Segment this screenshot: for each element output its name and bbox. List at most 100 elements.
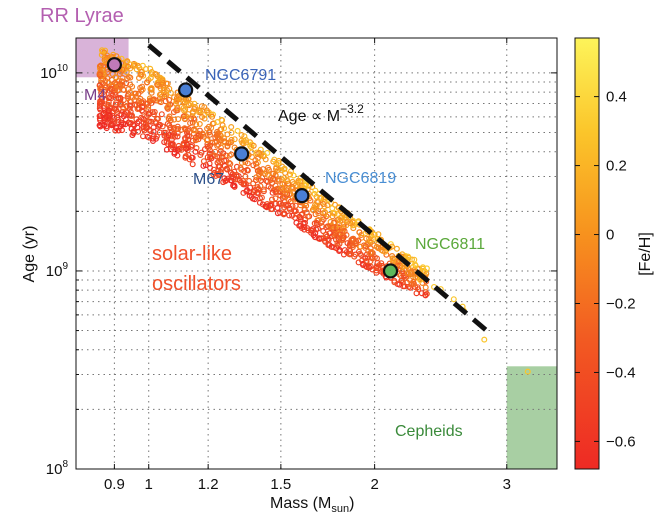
scatter-point-936 — [191, 103, 198, 110]
scatter-point-857 — [329, 205, 336, 212]
scatter-point-1375 — [221, 175, 228, 182]
scatter-point-1274 — [184, 141, 191, 148]
scatter-point-1392 — [423, 265, 430, 272]
scatter-point-1396 — [97, 71, 104, 78]
scatter-point-1011 — [322, 238, 329, 245]
colorbar-ticks: 0.4 0.2 0 −0.2 −0.4 −0.6 — [575, 89, 636, 450]
scatter-point-745 — [231, 168, 238, 175]
scatter-point-1033 — [334, 239, 341, 246]
scatter-point-1285 — [221, 125, 228, 132]
scatter-point-1388 — [315, 210, 322, 217]
scatter-point-1356 — [347, 220, 354, 227]
scatter-point-1160 — [234, 127, 241, 134]
scatter-point-1056 — [216, 154, 223, 161]
cb-tick-label-2: 0 — [606, 227, 614, 244]
scatter-point-1349 — [379, 247, 386, 254]
scatter-point-1095 — [101, 91, 108, 98]
scatter-point-328 — [287, 190, 294, 197]
scatter-point-622 — [171, 116, 178, 123]
scatter-point-1214 — [137, 71, 144, 78]
scatter-point-1059 — [244, 187, 251, 194]
scatter-point-607 — [214, 142, 221, 149]
scatter-point-1237 — [346, 251, 353, 258]
scatter-point-1364 — [146, 134, 153, 141]
scatter-point-875 — [367, 258, 374, 265]
scatter-point-1086 — [199, 113, 206, 120]
scatter-point-890 — [125, 73, 132, 80]
scatter-point-1161 — [395, 259, 402, 266]
scatter-point-1263 — [250, 162, 257, 169]
scatter-point-1379 — [422, 284, 429, 291]
scatter-point-1062 — [263, 203, 270, 210]
scatter-point-1057 — [125, 95, 132, 102]
scatter-point-1287 — [274, 204, 281, 211]
scatter-point-1051 — [264, 171, 271, 178]
scatter-point-1223 — [224, 131, 231, 138]
y-tick-label-2: 1010 — [40, 63, 68, 82]
scatter-point-1178 — [147, 74, 154, 81]
axis-labels: Mass (Msun) Age (yr) — [21, 226, 354, 515]
scatter-point-1019 — [373, 264, 380, 271]
scatter-point-1393 — [119, 81, 126, 88]
scatter-point-899 — [153, 133, 160, 140]
scatter-point-1298 — [264, 149, 271, 156]
scatter-point-1083 — [375, 231, 382, 238]
scatter-point-1203 — [152, 70, 159, 77]
clusters — [106, 57, 399, 279]
scatter-point-1272 — [314, 225, 321, 232]
scatter-point-981 — [183, 145, 190, 152]
colorbar: 0.4 0.2 0 −0.2 −0.4 −0.6 [Fe/H] — [574, 37, 654, 470]
scatter-point-1310 — [410, 278, 417, 285]
region-label-rrlyrae: RR Lyrae — [40, 5, 124, 27]
scatter-point-1381 — [114, 86, 121, 93]
scatter-point-1398 — [367, 237, 374, 244]
scatter-point-1072 — [185, 101, 192, 108]
scatter-point-1199 — [102, 84, 109, 91]
scatter-point-1387 — [214, 128, 221, 135]
scatter-point-1249 — [102, 115, 109, 122]
colorbar-gradient — [574, 37, 600, 470]
scatter-point-1052 — [121, 110, 128, 117]
cluster-label-ngc6819: NGC6819 — [325, 170, 396, 187]
scatter-point-906 — [289, 212, 296, 219]
scatter-point-626 — [240, 189, 247, 196]
scatter-point-1121 — [308, 227, 315, 234]
scatter-point-1296 — [136, 74, 143, 81]
scatter-point-1295 — [189, 161, 196, 168]
cluster-marker-ngc6819 — [294, 188, 310, 204]
relation-label: Age ∝ M−3.2 — [278, 102, 364, 125]
x-tick-label-1: 1 — [145, 476, 153, 493]
scatter-point-214 — [391, 277, 398, 284]
scatter-point-1331 — [152, 118, 159, 125]
scatter-point-1363 — [165, 132, 172, 139]
scatter-point-522 — [256, 199, 263, 206]
scatter-point-1155 — [208, 155, 215, 162]
scatter-point-1167 — [300, 220, 307, 227]
scatter-point-1141 — [344, 240, 351, 247]
scatter-point-990 — [277, 192, 284, 199]
scatter-point-927 — [275, 167, 282, 174]
scatter-point-1042 — [156, 75, 163, 82]
scatter-point-1359 — [143, 100, 150, 107]
scatter-point-963 — [371, 242, 378, 249]
scatter-point-1407 — [524, 368, 531, 375]
scatter-point-940 — [337, 215, 344, 222]
scatter-point-1365 — [149, 109, 156, 116]
scatter-point-1139 — [254, 167, 261, 174]
scatter-point-1119 — [214, 118, 221, 125]
scatter-point-1354 — [256, 149, 263, 156]
scatter-point-1045 — [168, 140, 175, 147]
scatter-point-1177 — [125, 63, 132, 70]
scatter-point-1218 — [223, 165, 230, 172]
scatter-point-1181 — [314, 221, 321, 228]
scatter-point-882 — [290, 181, 297, 188]
scatter-point-1213 — [200, 133, 207, 140]
scatter-point-1319 — [329, 243, 336, 250]
scatter-point-630 — [312, 211, 319, 218]
scatter-point-824 — [187, 120, 194, 127]
scatter-point-1250 — [173, 126, 180, 133]
scatter-point-1046 — [129, 94, 136, 101]
scatter-point-1022 — [364, 251, 371, 258]
scatter-point-1044 — [253, 149, 260, 156]
scatter-point-1377 — [112, 92, 119, 99]
